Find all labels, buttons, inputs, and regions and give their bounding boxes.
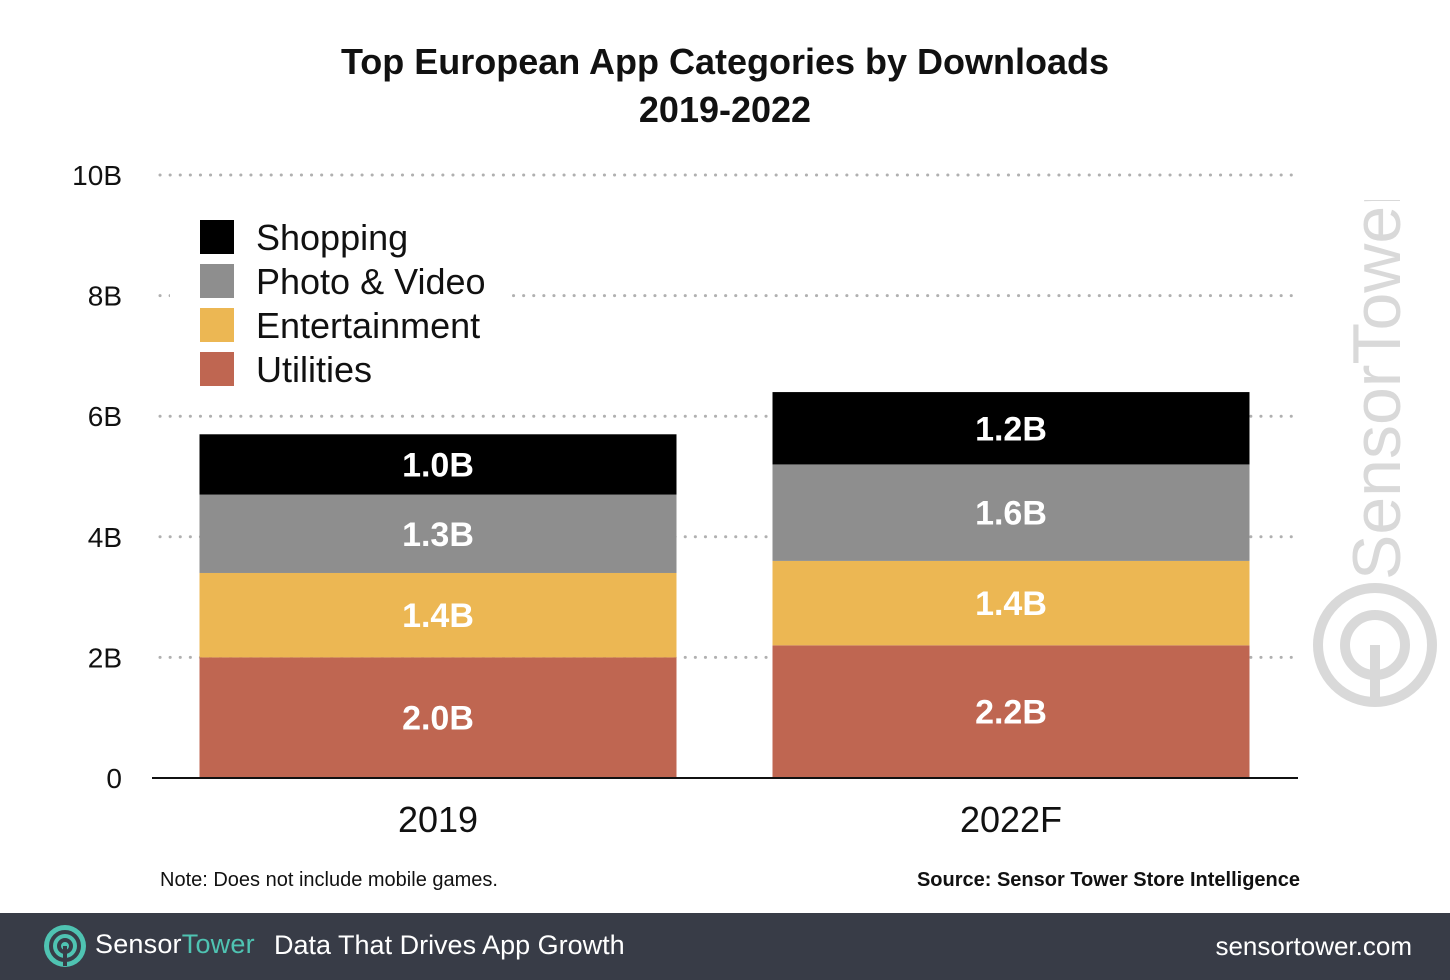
data-label: 1.2B — [975, 410, 1047, 448]
bar-segment-utilities-2019 — [199, 657, 677, 778]
sensortower-watermark: SensorTower — [1313, 200, 1437, 707]
bar-segment-entertainment-2019 — [199, 572, 677, 658]
chart-subtitle: 2019-2022 — [638, 89, 812, 130]
legend-label: Shopping — [256, 217, 408, 258]
legend-swatch — [200, 220, 234, 254]
chart-source: Source: Sensor Tower Store Intelligence — [916, 869, 1300, 891]
stacked-bar-chart: 0 2B 4B 6B 8B 10B 2.0B 1.4B 1.3B 1.0B 2019 2.2B 1.4B… — [72, 160, 1298, 840]
data-label: 2.2B — [975, 694, 1047, 732]
footer-brand-tower: Tower — [181, 929, 255, 959]
legend-label: Entertainment — [256, 305, 480, 346]
watermark-text: SensorTower — [1339, 200, 1415, 580]
legend-swatch — [200, 308, 234, 342]
bar-segment-photo-video-2019 — [199, 494, 677, 573]
data-label: 1.6B — [975, 495, 1047, 533]
footer-brand[interactable]: SensorTower — [95, 929, 255, 960]
data-label: 1.3B — [402, 516, 474, 554]
data-label: 1.4B — [402, 597, 474, 635]
footer-bar: SensorTower Data That Drives App Growth … — [0, 913, 1450, 980]
bar-segment-utilities-2022F — [772, 645, 1250, 778]
footer-url[interactable]: sensortower.com — [1215, 931, 1412, 961]
legend-label: Photo & Video — [256, 261, 486, 302]
bar-segment-entertainment-2022F — [772, 560, 1250, 646]
y-tick-label: 2B — [88, 642, 122, 673]
y-tick-label: 6B — [88, 401, 122, 432]
watermark-logo-icon — [1313, 583, 1437, 707]
footer-tagline: Data That Drives App Growth — [274, 930, 625, 960]
footer-brand-sensor: Sensor — [95, 929, 182, 959]
bar-segment-shopping-2022F — [772, 392, 1250, 465]
bar-segment-shopping-2019 — [199, 434, 677, 495]
data-label: 1.0B — [402, 446, 474, 484]
chart-note: Note: Does not include mobile games. — [160, 869, 498, 891]
sensortower-logo-icon[interactable] — [42, 923, 88, 969]
legend-label: Utilities — [256, 349, 372, 390]
y-tick-label: 10B — [72, 160, 122, 191]
data-label: 1.4B — [975, 585, 1047, 623]
y-tick-label: 4B — [88, 522, 122, 553]
legend-swatch — [200, 352, 234, 386]
chart-title: Top European App Categories by Downloads — [340, 41, 1110, 82]
data-label: 2.0B — [402, 700, 474, 738]
x-tick-label: 2022F — [960, 799, 1062, 840]
y-tick-label: 0 — [106, 763, 122, 794]
legend-swatch — [200, 264, 234, 298]
y-tick-label: 8B — [88, 281, 122, 312]
x-tick-label: 2019 — [398, 799, 478, 840]
bar-segment-photo-video-2022F — [772, 464, 1250, 561]
